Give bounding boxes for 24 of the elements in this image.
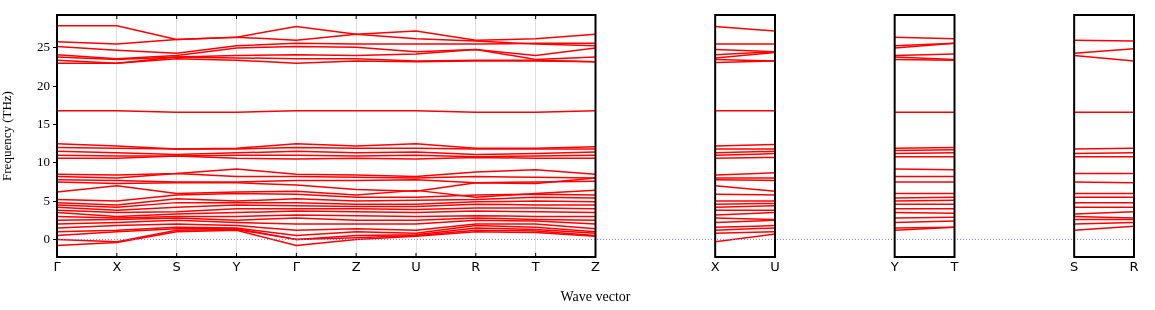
y-tick-label: 15 [37, 115, 50, 131]
y-axis-title: Frequency (THz) [0, 91, 15, 181]
y-tick-label: 20 [37, 77, 50, 93]
x-tick-label: T [530, 259, 540, 275]
x-tick-label: Γ [53, 259, 62, 275]
x-tick-label: Z [351, 259, 361, 275]
y-tick-label: 0 [43, 230, 50, 246]
x-tick-label: T [949, 259, 959, 275]
x-tick-label: Y [231, 259, 241, 275]
x-tick-label: R [1129, 259, 1139, 275]
y-tick-label: 10 [37, 154, 50, 170]
x-tick-label: U [411, 259, 421, 275]
x-tick-label: Y [889, 259, 899, 275]
x-tick-label: S [1070, 259, 1079, 275]
x-tick-label: R [471, 259, 481, 275]
x-tick-label: X [710, 259, 720, 275]
x-tick-label: S [172, 259, 181, 275]
y-tick-label: 5 [43, 192, 50, 208]
x-tick-label: U [770, 259, 780, 275]
x-axis-title: Wave vector [560, 289, 631, 305]
x-tick-label: Z [591, 259, 601, 275]
x-tick-label: X [112, 259, 122, 275]
x-tick-label: Γ [292, 259, 301, 275]
y-tick-label: 25 [37, 39, 50, 55]
